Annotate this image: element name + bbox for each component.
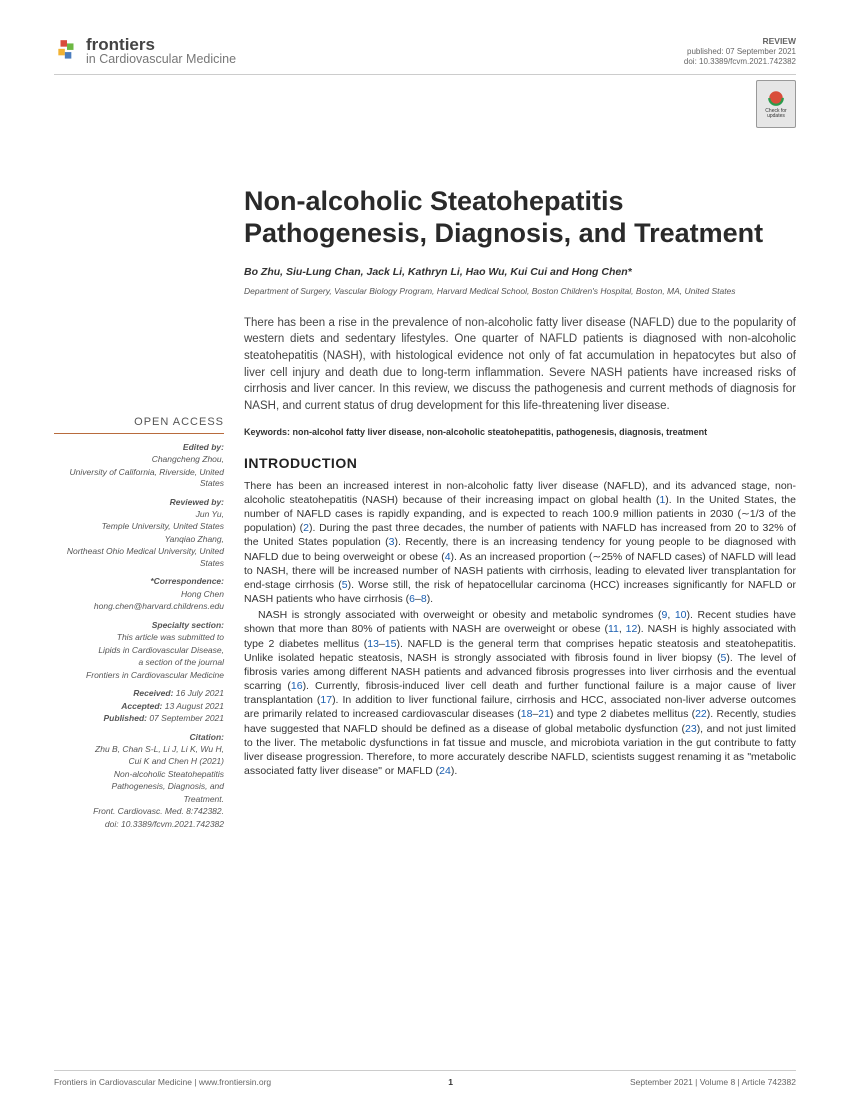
abstract-text: There has been a rise in the prevalence … <box>244 315 796 415</box>
article-title: Non-alcoholic Steatohepatitis Pathogenes… <box>244 185 796 250</box>
logo-sub-text: in Cardiovascular Medicine <box>86 53 236 66</box>
footer-left: Frontiers in Cardiovascular Medicine | w… <box>54 1077 271 1087</box>
doi-line: doi: 10.3389/fcvm.2021.742382 <box>684 57 796 67</box>
citation-line7: doi: 10.3389/fcvm.2021.742382 <box>54 819 224 830</box>
specialty-line4: Frontiers in Cardiovascular Medicine <box>54 670 224 681</box>
received-line: Received: 16 July 2021 <box>54 688 224 699</box>
citation-line5: Treatment. <box>54 794 224 805</box>
specialty-line3: a section of the journal <box>54 657 224 668</box>
reviewed-by-label: Reviewed by: <box>54 497 224 508</box>
review-label: REVIEW <box>684 36 796 47</box>
specialty-line1: This article was submitted to <box>54 632 224 643</box>
accepted-line: Accepted: 13 August 2021 <box>54 701 224 712</box>
edited-by-label: Edited by: <box>54 442 224 453</box>
footer-right: September 2021 | Volume 8 | Article 7423… <box>630 1077 796 1087</box>
citation-label: Citation: <box>54 732 224 743</box>
reviewer2-name: Yanqiao Zhang, <box>54 534 224 545</box>
article-column: Non-alcoholic Steatohepatitis Pathogenes… <box>244 185 796 831</box>
citation-line6: Front. Cardiovasc. Med. 8:742382. <box>54 806 224 817</box>
introduction-body: There has been an increased interest in … <box>244 479 796 779</box>
header-meta: REVIEW published: 07 September 2021 doi:… <box>684 36 796 68</box>
intro-heading: INTRODUCTION <box>244 455 796 471</box>
published-line: published: 07 September 2021 <box>684 47 796 57</box>
affiliation-line: Department of Surgery, Vascular Biology … <box>244 286 796 297</box>
crossmark-icon <box>767 89 785 107</box>
published-line-sidebar: Published: 07 September 2021 <box>54 713 224 724</box>
check-updates-label: Check for updates <box>757 109 795 119</box>
check-for-updates-button[interactable]: Check for updates <box>756 80 796 128</box>
authors-line: Bo Zhu, Siu-Lung Chan, Jack Li, Kathryn … <box>244 266 796 278</box>
sidebar-metadata: OPEN ACCESS Edited by: Changcheng Zhou, … <box>54 185 224 831</box>
footer-page-number: 1 <box>448 1077 453 1087</box>
keywords-line: Keywords: non-alcohol fatty liver diseas… <box>244 427 796 437</box>
reviewer2-affiliation: Northeast Ohio Medical University, Unite… <box>54 546 224 569</box>
frontiers-logo-icon <box>54 38 80 64</box>
specialty-line2: Lipids in Cardiovascular Disease, <box>54 645 224 656</box>
correspondence-name: Hong Chen <box>54 589 224 600</box>
citation-line2: Cui K and Chen H (2021) <box>54 756 224 767</box>
citation-line3: Non-alcoholic Steatohepatitis <box>54 769 224 780</box>
citation-line4: Pathogenesis, Diagnosis, and <box>54 781 224 792</box>
specialty-label: Specialty section: <box>54 620 224 631</box>
editor-name: Changcheng Zhou, <box>54 454 224 465</box>
journal-logo: frontiers in Cardiovascular Medicine <box>54 36 236 66</box>
page-footer: Frontiers in Cardiovascular Medicine | w… <box>54 1070 796 1087</box>
logo-main-text: frontiers <box>86 36 236 53</box>
page-header: frontiers in Cardiovascular Medicine REV… <box>54 36 796 75</box>
editor-affiliation: University of California, Riverside, Uni… <box>54 467 224 490</box>
open-access-label: OPEN ACCESS <box>54 415 224 434</box>
correspondence-email: hong.chen@harvard.childrens.edu <box>54 601 224 612</box>
reviewer1-affiliation: Temple University, United States <box>54 521 224 532</box>
correspondence-label: *Correspondence: <box>54 576 224 587</box>
reviewer1-name: Jun Yu, <box>54 509 224 520</box>
citation-line1: Zhu B, Chan S-L, Li J, Li K, Wu H, <box>54 744 224 755</box>
